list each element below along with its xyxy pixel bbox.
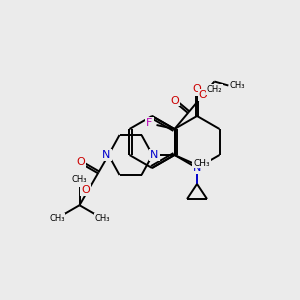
Text: O: O — [198, 90, 207, 100]
Text: F: F — [146, 118, 153, 128]
Text: N: N — [102, 150, 111, 160]
Text: CH₂: CH₂ — [207, 85, 222, 94]
Text: N: N — [150, 150, 159, 160]
Text: CH₃: CH₃ — [94, 214, 110, 223]
Text: O: O — [193, 84, 201, 94]
Text: O: O — [170, 96, 179, 106]
Text: O: O — [76, 157, 85, 167]
Text: N: N — [193, 163, 201, 173]
Text: CH₃: CH₃ — [193, 158, 210, 167]
Text: O: O — [81, 184, 90, 195]
Text: CH₃: CH₃ — [72, 175, 87, 184]
Text: CH₃: CH₃ — [230, 81, 245, 90]
Text: CH₃: CH₃ — [49, 214, 65, 223]
